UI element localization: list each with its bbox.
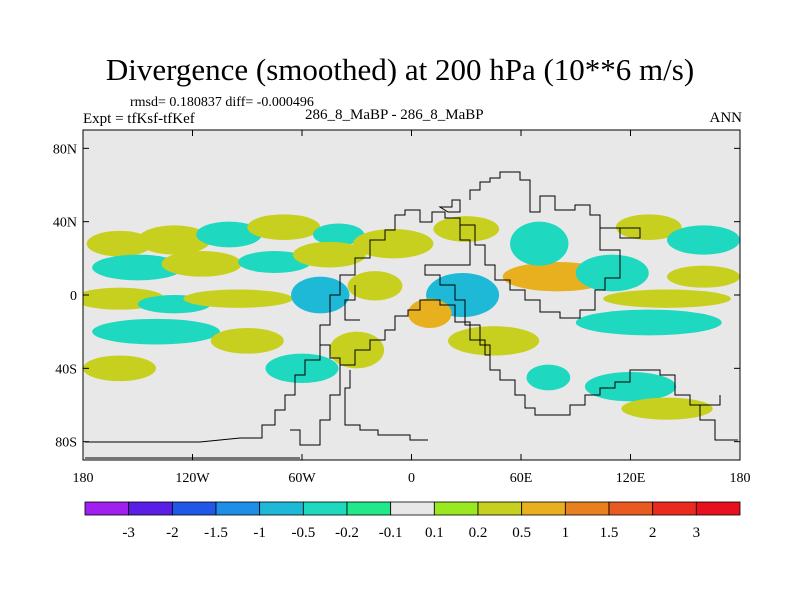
y-tick-label: 80S [55,436,77,451]
x-tick-label: 0 [408,471,415,486]
colorbar-swatch [84,501,130,516]
contour-region [667,265,740,288]
colorbar-swatch [608,501,654,516]
x-tick-label: 180 [73,471,94,486]
colorbar-label: 3 [693,525,701,541]
colorbar-label: 0.2 [469,525,488,541]
contour-region [584,372,677,402]
contour-region [161,251,242,277]
contour-region [86,230,153,257]
colorbar-label: -2 [166,525,179,541]
contour-region [510,221,569,266]
colorbar-swatch [564,501,610,516]
contour-region [92,254,184,281]
contour-region [247,214,321,241]
contour-region [433,216,500,242]
chart-title: Divergence (smoothed) at 200 hPa (10**6 … [105,52,695,87]
y-tick-label: 0 [70,289,77,304]
colorbar-label: 0.1 [425,525,444,541]
contour-region [667,225,740,255]
contour-region [575,254,649,292]
contour-region [265,353,339,384]
colorbar-swatch [433,501,479,516]
colorbar-swatch [695,501,741,516]
colorbar-swatch [215,501,261,516]
y-tick-label: 40N [53,216,77,231]
colorbar-swatch [346,501,392,516]
x-tick-label: 120W [175,471,210,486]
colorbar-label: -0.5 [291,525,315,541]
x-tick-label: 180 [730,471,751,486]
contour-region [92,318,220,345]
colorbar-label: -1 [253,525,266,541]
colorbar-swatch [128,501,173,516]
contour-region [347,271,403,301]
colorbar-label: 1.5 [600,525,619,541]
x-tick-label: 120E [616,471,646,486]
contour-region [196,221,262,248]
colorbar-swatch [171,501,217,516]
experiment-label: Expt = tfKsf-tfKef [83,111,195,127]
colorbar-swatch [302,501,348,516]
colorbar-swatch [521,501,566,516]
colorbar-label: 0.5 [512,525,531,541]
contour-region [407,298,452,329]
contour-region [603,289,731,308]
case-label: 286_8_MaBP - 286_8_MaBP [305,107,484,123]
colorbar-label: 1 [562,525,570,541]
colorbar-label: -0.2 [335,525,359,541]
contour-region [353,229,434,259]
y-tick-label: 40S [55,362,77,377]
contour-region [292,241,366,268]
colorbar-label: -1.5 [204,525,228,541]
contour-region [210,328,284,354]
contour-region [238,251,312,273]
stats-label: rmsd= 0.180837 diff= -0.000496 [130,95,314,110]
x-tick-label: 60E [510,471,533,486]
colorbar-swatch [477,501,523,516]
colorbar-swatch [390,501,435,516]
contour-region [615,214,682,241]
contour-region [183,289,293,308]
colorbar-label: 2 [649,525,657,541]
x-tick-label: 60W [288,471,316,486]
contour-region [575,309,722,336]
contour-region [312,223,365,246]
colorbar-label: -0.1 [379,525,403,541]
contour-region [448,326,540,356]
colorbar-swatch [259,501,304,516]
season-label: ANN [709,110,743,126]
y-tick-label: 80N [53,142,77,157]
continent-outlines [85,171,738,459]
colorbar-label: -3 [122,525,135,541]
contour-region [137,225,211,255]
contour-region [526,364,571,391]
contour-region [83,355,156,382]
contour-region [291,276,350,314]
colorbar-swatch [652,501,697,516]
contour-region [621,397,713,420]
